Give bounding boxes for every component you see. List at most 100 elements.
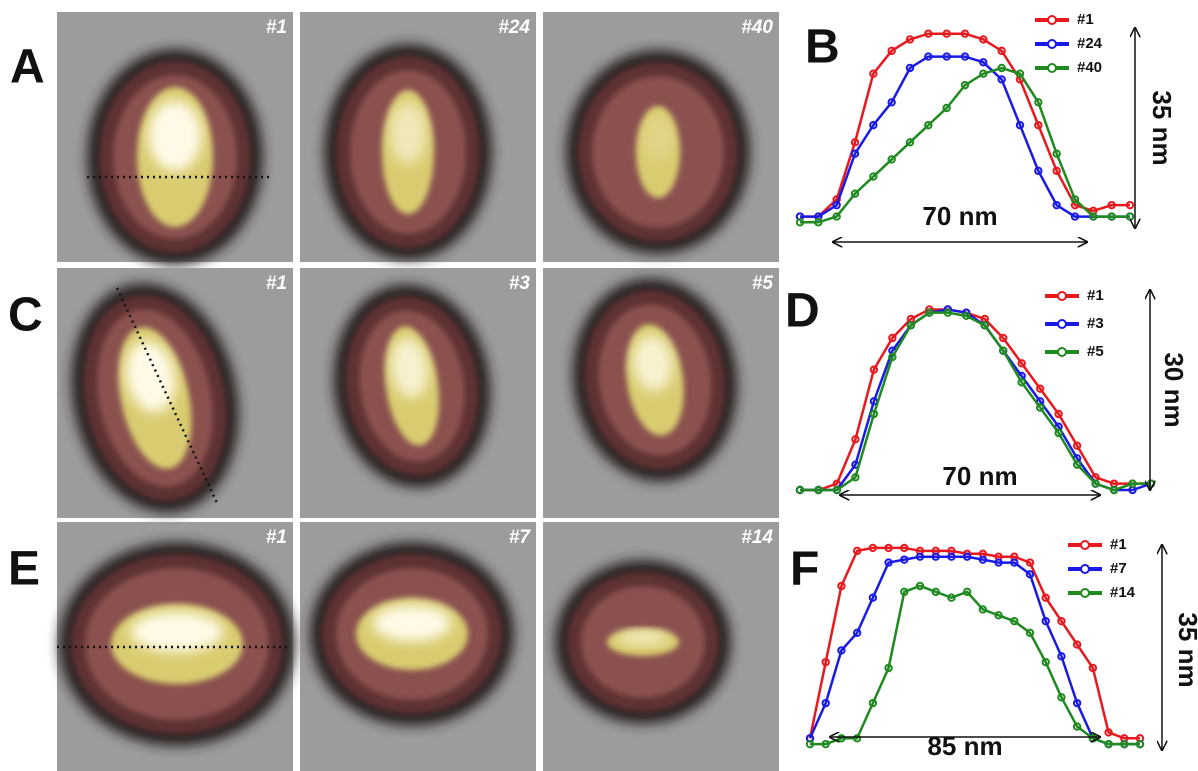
- marker: [1041, 657, 1050, 667]
- marker: [979, 69, 988, 78]
- marker: [925, 308, 934, 317]
- marker: [931, 587, 940, 597]
- marker: [924, 29, 933, 38]
- width-label: 70 nm: [922, 201, 997, 231]
- profile-curve: [800, 311, 1151, 492]
- frame-label: #3: [509, 273, 531, 294]
- marker: [1010, 616, 1019, 626]
- marker: [1109, 485, 1119, 495]
- legend-marker: [1047, 63, 1057, 73]
- legend-marker: [1057, 291, 1067, 301]
- marker: [915, 581, 925, 591]
- legend-label: #40: [1077, 59, 1102, 76]
- marker: [980, 321, 989, 330]
- legend-marker: [1080, 540, 1090, 550]
- marker: [906, 321, 916, 330]
- marker: [884, 558, 893, 567]
- marker: [884, 663, 893, 673]
- panel-letter: E: [8, 543, 40, 596]
- profile-curve: [800, 66, 1130, 224]
- marker: [1072, 460, 1082, 469]
- marker: [869, 120, 878, 130]
- marker: [850, 149, 860, 158]
- marker: [1072, 640, 1082, 649]
- marker: [868, 593, 878, 602]
- marker: [943, 308, 952, 317]
- panel-letter: F: [790, 543, 819, 596]
- marker: [924, 52, 933, 61]
- legend-label: #1: [1087, 287, 1104, 304]
- marker: [821, 657, 830, 667]
- marker: [851, 473, 860, 482]
- legend-marker: [1080, 588, 1090, 598]
- marker: [1104, 728, 1113, 737]
- marker: [1052, 200, 1061, 210]
- legend-label: #3: [1087, 315, 1104, 332]
- legend-label: #1: [1077, 11, 1094, 28]
- marker: [960, 29, 970, 38]
- marker: [1017, 359, 1026, 368]
- marker: [915, 552, 925, 561]
- marker: [795, 485, 805, 495]
- marker: [1120, 739, 1129, 749]
- marker: [997, 46, 1006, 56]
- marker: [888, 352, 897, 362]
- marker: [850, 138, 860, 147]
- afm-image: [543, 268, 779, 518]
- afm-image: [543, 522, 779, 771]
- marker: [900, 555, 909, 564]
- marker: [1070, 195, 1080, 204]
- marker: [1104, 739, 1113, 749]
- marker: [1052, 149, 1061, 158]
- marker: [1072, 722, 1082, 731]
- profile-curve: [808, 546, 1140, 740]
- marker: [979, 58, 988, 67]
- marker: [1091, 479, 1100, 488]
- marker: [997, 63, 1006, 73]
- afm-image: [543, 12, 779, 262]
- marker: [832, 200, 841, 210]
- marker: [1057, 693, 1066, 702]
- marker: [1041, 593, 1050, 602]
- marker: [942, 103, 951, 113]
- grain-peak: [389, 102, 427, 165]
- marker: [832, 212, 841, 221]
- marker: [1017, 378, 1026, 387]
- marker: [905, 35, 915, 44]
- frame-label: #14: [741, 527, 773, 548]
- marker: [1025, 558, 1035, 567]
- marker: [814, 485, 823, 495]
- marker: [869, 69, 878, 78]
- marker: [1057, 652, 1066, 661]
- afm-image: [57, 522, 295, 771]
- marker: [869, 409, 879, 419]
- grain-peak: [126, 341, 175, 413]
- profile-curve: [808, 555, 1140, 746]
- marker: [887, 155, 896, 164]
- marker: [997, 75, 1006, 84]
- frame-label: #1: [266, 17, 287, 38]
- marker: [1015, 69, 1025, 78]
- panel-letter: B: [805, 21, 840, 74]
- marker: [888, 333, 897, 343]
- marker: [1135, 739, 1145, 749]
- height-label: 30 nm: [1159, 352, 1189, 427]
- marker: [1035, 384, 1045, 393]
- marker: [978, 555, 988, 564]
- marker: [1057, 616, 1066, 626]
- marker: [1107, 212, 1116, 221]
- marker: [905, 138, 915, 147]
- marker: [805, 739, 815, 749]
- marker: [924, 120, 933, 130]
- width-label: 70 nm: [942, 461, 1017, 491]
- afm-image: [57, 268, 293, 518]
- grain-peak: [390, 338, 428, 398]
- panel-letter: C: [8, 289, 43, 342]
- legend-label: #5: [1087, 343, 1104, 360]
- frame-label: #40: [741, 17, 773, 38]
- legend-marker: [1047, 15, 1057, 25]
- marker: [931, 552, 940, 561]
- marker: [814, 218, 823, 227]
- width-label: 85 nm: [927, 731, 1002, 761]
- marker: [1015, 120, 1025, 130]
